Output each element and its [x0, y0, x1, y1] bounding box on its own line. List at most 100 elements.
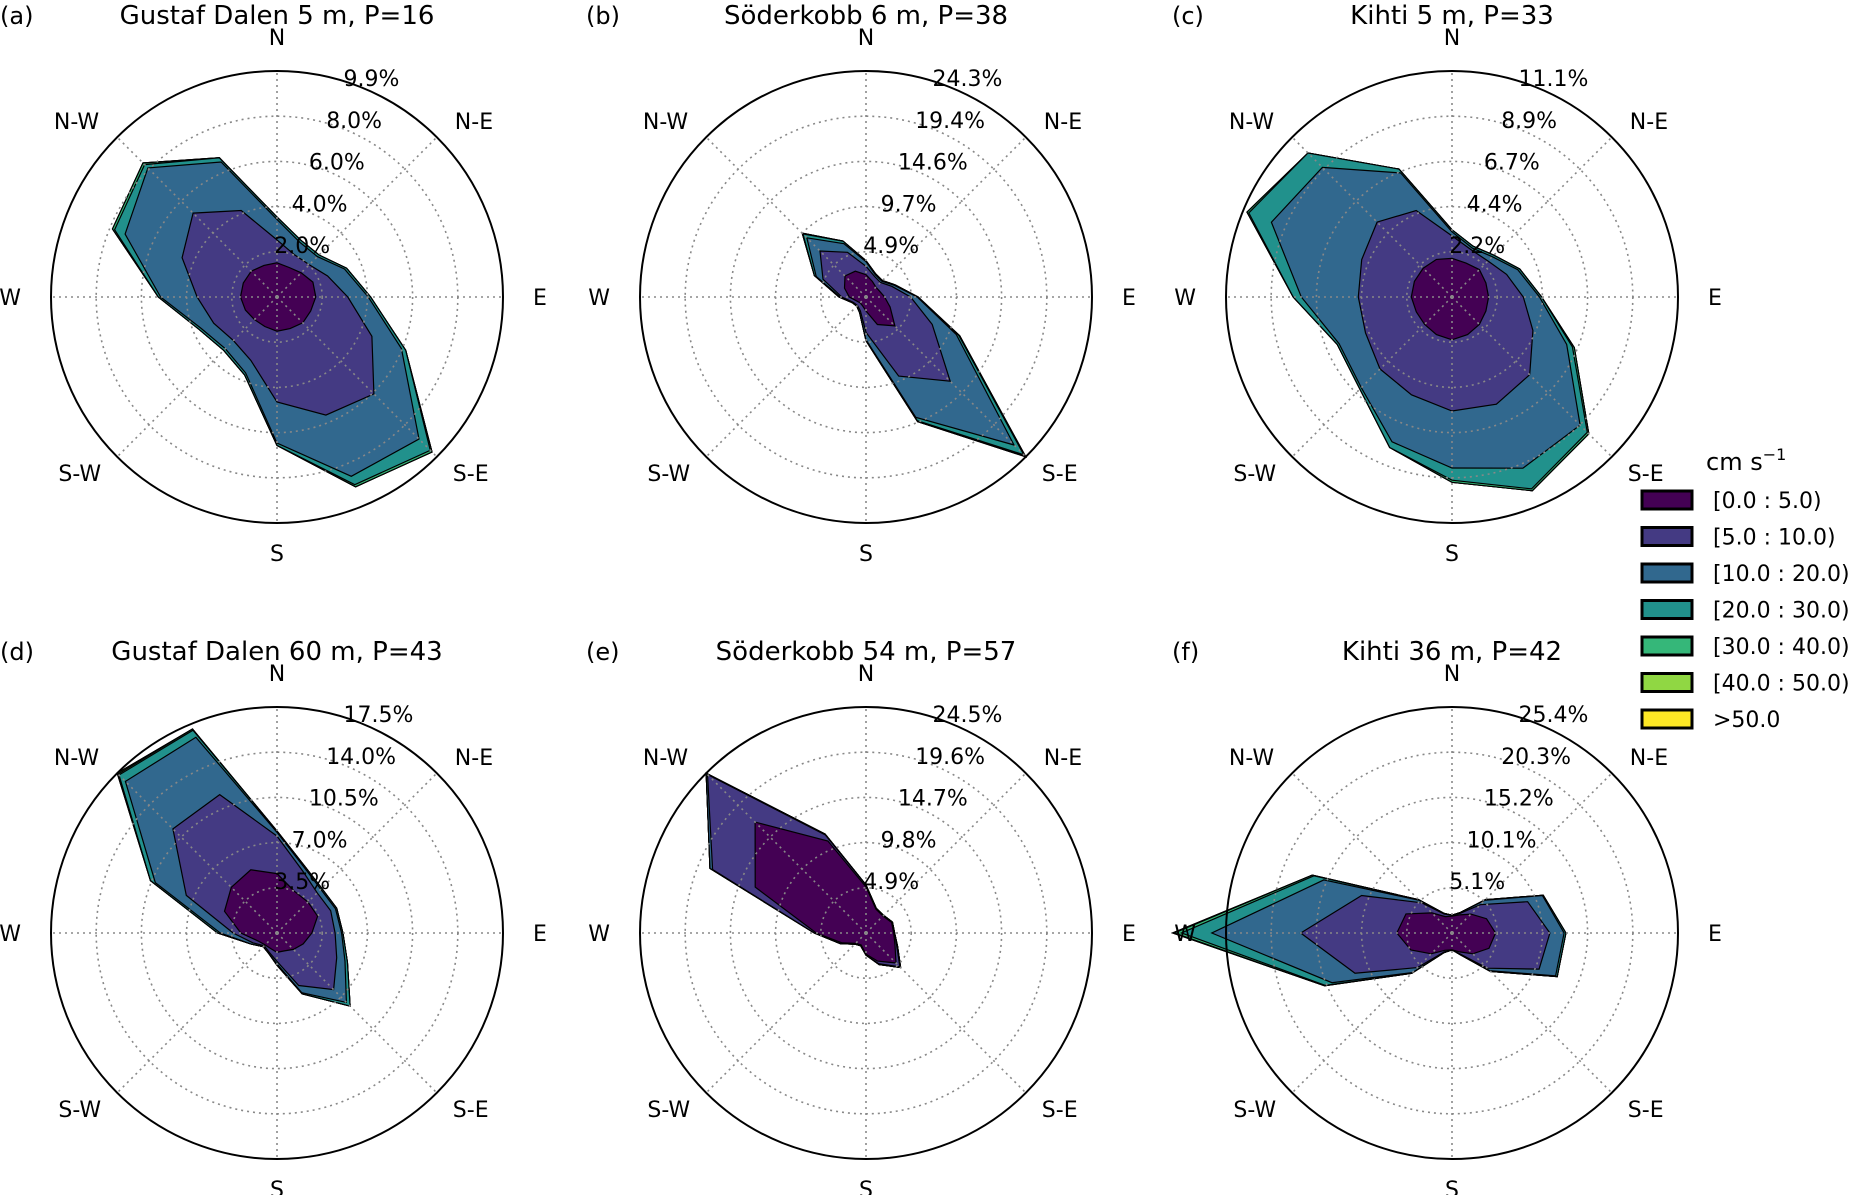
ring-tick-label: 4.0%	[292, 193, 348, 218]
compass-label: S-W	[58, 1098, 101, 1123]
compass-label: S-E	[1042, 1098, 1078, 1123]
ring-tick-label: 8.9%	[1501, 109, 1557, 134]
ring-tick-label: 24.5%	[933, 703, 1003, 728]
compass-label: W	[1174, 922, 1196, 947]
compass-label: S	[1445, 542, 1459, 567]
compass-label: S-E	[1628, 1098, 1664, 1123]
compass-label: E	[1708, 922, 1722, 947]
ring-tick-label: 19.4%	[915, 109, 985, 134]
radial-gridline	[116, 772, 278, 934]
compass-label: S-E	[1042, 462, 1078, 487]
compass-label: N-W	[1229, 746, 1275, 771]
panel-title: Kihti 5 m, P=33	[1350, 1, 1554, 31]
compass-label: N	[1444, 26, 1460, 51]
radial-gridline	[705, 296, 867, 458]
legend-item: [40.0 : 50.0)	[1640, 672, 1850, 697]
panel-title: Gustaf Dalen 60 m, P=43	[111, 637, 442, 667]
ring-tick-label: 14.0%	[326, 745, 396, 770]
compass-label: E	[533, 286, 547, 311]
compass-label: S-W	[1233, 462, 1276, 487]
ring-tick-label: 10.1%	[1467, 829, 1537, 854]
outer-circle	[639, 70, 1093, 524]
windrose-panel: (a) Gustaf Dalen 5 m, P=16 2.0% 4.0% 6.0% 8.0…	[0, 1, 547, 567]
radial-gridline	[1291, 136, 1453, 298]
panel-title: Söderkobb 54 m, P=57	[716, 637, 1017, 667]
ring-tick-label: 17.5%	[344, 703, 414, 728]
legend-label: [40.0 : 50.0)	[1713, 672, 1850, 697]
grid-ring	[1406, 251, 1499, 344]
panel-letter: (d)	[0, 638, 34, 666]
panel-title: Kihti 36 m, P=42	[1342, 637, 1562, 667]
compass-label: N-W	[643, 110, 689, 135]
legend-swatch	[1640, 672, 1694, 693]
legend-label: [20.0 : 30.0)	[1713, 599, 1850, 624]
radial-gridline	[705, 136, 867, 298]
compass-label: S-W	[58, 462, 101, 487]
ring-tick-label: 6.0%	[309, 151, 365, 176]
grid-ring	[1315, 160, 1589, 434]
ring-tick-label: 5.1%	[1449, 870, 1505, 895]
ring-tick-label: 8.0%	[326, 109, 382, 134]
windrose-panel: (e) Söderkobb 54 m, P=57 4.9% 9.8% 14.7% 19.6…	[586, 637, 1136, 1195]
compass-label: N-E	[1044, 746, 1082, 771]
legend-label: [0.0 : 5.0)	[1713, 489, 1822, 514]
compass-label: N-E	[1630, 746, 1668, 771]
ring-tick-label: 14.6%	[898, 151, 968, 176]
compass-label: W	[1174, 286, 1196, 311]
compass-label: N	[269, 662, 285, 687]
compass-label: N-E	[1044, 110, 1082, 135]
radial-gridline	[1451, 136, 1613, 298]
grid-ring	[819, 886, 912, 979]
compass-label: E	[1122, 922, 1136, 947]
ring-tick-label: 25.4%	[1519, 703, 1589, 728]
radial-gridline	[116, 932, 278, 1094]
compass-label: S	[270, 542, 284, 567]
radial-gridline	[116, 136, 278, 298]
grid-ring	[729, 160, 1003, 434]
compass-label: N-E	[1630, 110, 1668, 135]
compass-label: W	[0, 922, 21, 947]
grid-ring	[231, 886, 324, 979]
legend-entries: [0.0 : 5.0) [5.0 : 10.0) [10.0 : 20.0) [20.…	[1640, 489, 1850, 733]
outer-circle	[639, 706, 1093, 1160]
legend-item: [5.0 : 10.0)	[1640, 526, 1836, 551]
legend-item: [30.0 : 40.0)	[1640, 635, 1850, 660]
ring-tick-label: 19.6%	[915, 745, 985, 770]
compass-label: S-E	[453, 1098, 489, 1123]
compass-label: S	[859, 542, 873, 567]
radial-gridline	[1291, 772, 1453, 934]
legend-title-exponent: −1	[1763, 445, 1787, 464]
compass-label: W	[0, 286, 21, 311]
legend-swatch	[1640, 599, 1694, 620]
outer-circle	[1225, 706, 1679, 1160]
legend-swatch	[1640, 526, 1694, 547]
legend-swatch	[1640, 635, 1694, 657]
compass-label: E	[533, 922, 547, 947]
radial-gridline	[276, 136, 438, 298]
panels: (a) Gustaf Dalen 5 m, P=16 2.0% 4.0% 6.0% 8.0…	[0, 1, 1722, 1195]
legend-label: [30.0 : 40.0)	[1713, 635, 1850, 660]
ring-tick-label: 20.3%	[1501, 745, 1571, 770]
radial-gridline	[705, 932, 867, 1094]
compass-label: W	[588, 286, 610, 311]
legend-swatch	[1640, 708, 1694, 730]
compass-label: S	[859, 1178, 873, 1195]
radial-gridline	[705, 772, 867, 934]
ring-tick-label: 7.0%	[292, 829, 348, 854]
legend: cm s−1 [0.0 : 5.0) [5.0 : 10.0) [10.0 : 20…	[1640, 445, 1850, 733]
legend-swatch	[1640, 489, 1694, 511]
legend-item: [20.0 : 30.0)	[1640, 599, 1850, 624]
compass-label: N-E	[455, 110, 493, 135]
radial-gridline	[865, 772, 1027, 934]
radial-gridline	[276, 772, 438, 934]
ring-tick-label: 2.2%	[1449, 234, 1505, 259]
legend-item: >50.0	[1640, 708, 1780, 733]
legend-title: cm s−1	[1706, 445, 1786, 476]
panel-letter: (b)	[586, 2, 620, 30]
compass-label: S-W	[1233, 1098, 1276, 1123]
compass-label: N-W	[54, 110, 100, 135]
radial-gridline	[865, 136, 1027, 298]
radial-gridline	[1291, 932, 1453, 1094]
ring-tick-label: 4.4%	[1467, 193, 1523, 218]
